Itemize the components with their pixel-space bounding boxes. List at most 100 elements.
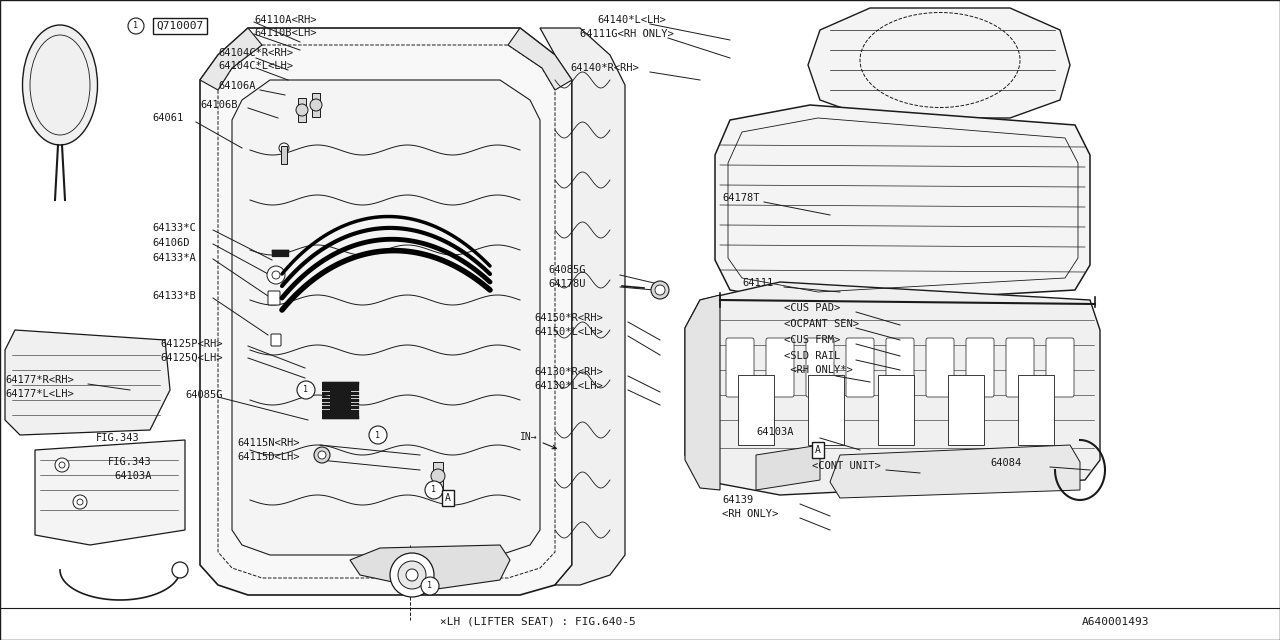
Circle shape (406, 569, 419, 581)
Text: 64140*L<LH>: 64140*L<LH> (596, 15, 666, 25)
Text: 64103A: 64103A (114, 471, 151, 481)
Circle shape (268, 266, 285, 284)
Circle shape (59, 462, 65, 468)
Circle shape (655, 285, 666, 295)
Text: 64139: 64139 (722, 495, 753, 505)
Circle shape (77, 499, 83, 505)
Text: 64110A<RH>: 64110A<RH> (253, 15, 316, 25)
FancyBboxPatch shape (925, 338, 954, 397)
Circle shape (390, 553, 434, 597)
Circle shape (297, 381, 315, 399)
Text: A: A (815, 445, 820, 455)
FancyBboxPatch shape (806, 338, 835, 397)
Text: 64150*R<RH>: 64150*R<RH> (534, 313, 603, 323)
Circle shape (425, 481, 443, 499)
Circle shape (172, 562, 188, 578)
Polygon shape (808, 8, 1070, 118)
Polygon shape (349, 545, 509, 590)
Text: 64178U: 64178U (548, 279, 585, 289)
FancyBboxPatch shape (846, 338, 874, 397)
Text: 64115D<LH>: 64115D<LH> (237, 452, 300, 462)
Text: 64133*C: 64133*C (152, 223, 196, 233)
Text: FIG.343: FIG.343 (96, 433, 140, 443)
Text: 64103A: 64103A (756, 427, 794, 437)
Text: 64115N<RH>: 64115N<RH> (237, 438, 300, 448)
Circle shape (369, 426, 387, 444)
FancyBboxPatch shape (282, 146, 287, 164)
Circle shape (421, 577, 439, 595)
Text: 64125Q<LH>: 64125Q<LH> (160, 353, 223, 363)
Polygon shape (685, 282, 1100, 495)
Polygon shape (540, 28, 625, 585)
FancyBboxPatch shape (1046, 338, 1074, 397)
Circle shape (296, 104, 308, 116)
Text: 64130*R<RH>: 64130*R<RH> (534, 367, 603, 377)
Text: 64085G: 64085G (548, 265, 585, 275)
Text: 1: 1 (133, 22, 138, 31)
Text: Q710007: Q710007 (156, 21, 204, 31)
Polygon shape (200, 28, 572, 595)
Circle shape (310, 99, 323, 111)
Text: 64177*R<RH>: 64177*R<RH> (5, 375, 74, 385)
Text: 64125P<RH>: 64125P<RH> (160, 339, 223, 349)
FancyBboxPatch shape (808, 375, 844, 445)
Polygon shape (232, 80, 540, 555)
Text: <CONT UNIT>: <CONT UNIT> (812, 461, 881, 471)
FancyBboxPatch shape (739, 375, 774, 445)
FancyBboxPatch shape (726, 338, 754, 397)
FancyBboxPatch shape (298, 98, 306, 122)
Text: 64111: 64111 (742, 278, 773, 288)
Polygon shape (756, 445, 820, 490)
FancyBboxPatch shape (948, 375, 984, 445)
Polygon shape (685, 295, 719, 490)
Text: <OCPANT SEN>: <OCPANT SEN> (783, 319, 859, 329)
Text: A640001493: A640001493 (1082, 617, 1149, 627)
Text: 64177*L<LH>: 64177*L<LH> (5, 389, 74, 399)
Circle shape (128, 18, 143, 34)
Circle shape (55, 458, 69, 472)
Polygon shape (35, 440, 186, 545)
Text: 64178T: 64178T (722, 193, 759, 203)
Text: <CUS PAD>: <CUS PAD> (783, 303, 840, 313)
FancyBboxPatch shape (312, 93, 320, 117)
Circle shape (431, 469, 445, 483)
Text: 64110B<LH>: 64110B<LH> (253, 28, 316, 38)
FancyBboxPatch shape (886, 338, 914, 397)
Ellipse shape (23, 25, 97, 145)
Text: <RH ONLY>: <RH ONLY> (722, 509, 778, 519)
Text: 1: 1 (303, 385, 308, 394)
Text: A: A (445, 493, 451, 503)
Circle shape (652, 281, 669, 299)
Text: 64061: 64061 (152, 113, 183, 123)
Text: 64104C*L<LH>: 64104C*L<LH> (218, 61, 293, 71)
Text: 64084: 64084 (989, 458, 1021, 468)
FancyBboxPatch shape (966, 338, 995, 397)
Polygon shape (5, 330, 170, 435)
FancyBboxPatch shape (878, 375, 914, 445)
Text: FIG.343: FIG.343 (108, 457, 152, 467)
Text: 64085G: 64085G (186, 390, 223, 400)
FancyBboxPatch shape (433, 462, 443, 490)
FancyBboxPatch shape (268, 291, 280, 305)
Text: 64106A: 64106A (218, 81, 256, 91)
FancyBboxPatch shape (1006, 338, 1034, 397)
Circle shape (398, 561, 426, 589)
Text: <CUS FRM>: <CUS FRM> (783, 335, 840, 345)
Circle shape (273, 271, 280, 279)
Text: IN→: IN→ (520, 432, 557, 449)
Circle shape (279, 143, 289, 153)
Text: 64150*L<LH>: 64150*L<LH> (534, 327, 603, 337)
Text: 64106D: 64106D (152, 238, 189, 248)
Text: 1: 1 (375, 431, 380, 440)
Text: 1: 1 (431, 486, 436, 495)
Polygon shape (508, 28, 572, 90)
Text: 64140*R<RH>: 64140*R<RH> (570, 63, 639, 73)
Text: ×LH (LIFTER SEAT) : FIG.640-5: ×LH (LIFTER SEAT) : FIG.640-5 (440, 617, 636, 627)
Text: 64133*A: 64133*A (152, 253, 196, 263)
Text: <SLD RAIL: <SLD RAIL (783, 351, 840, 361)
Text: 64106B: 64106B (200, 100, 238, 110)
Text: 64111G<RH ONLY>: 64111G<RH ONLY> (580, 29, 673, 39)
Circle shape (314, 447, 330, 463)
Circle shape (73, 495, 87, 509)
Text: 64104C*R<RH>: 64104C*R<RH> (218, 48, 293, 58)
